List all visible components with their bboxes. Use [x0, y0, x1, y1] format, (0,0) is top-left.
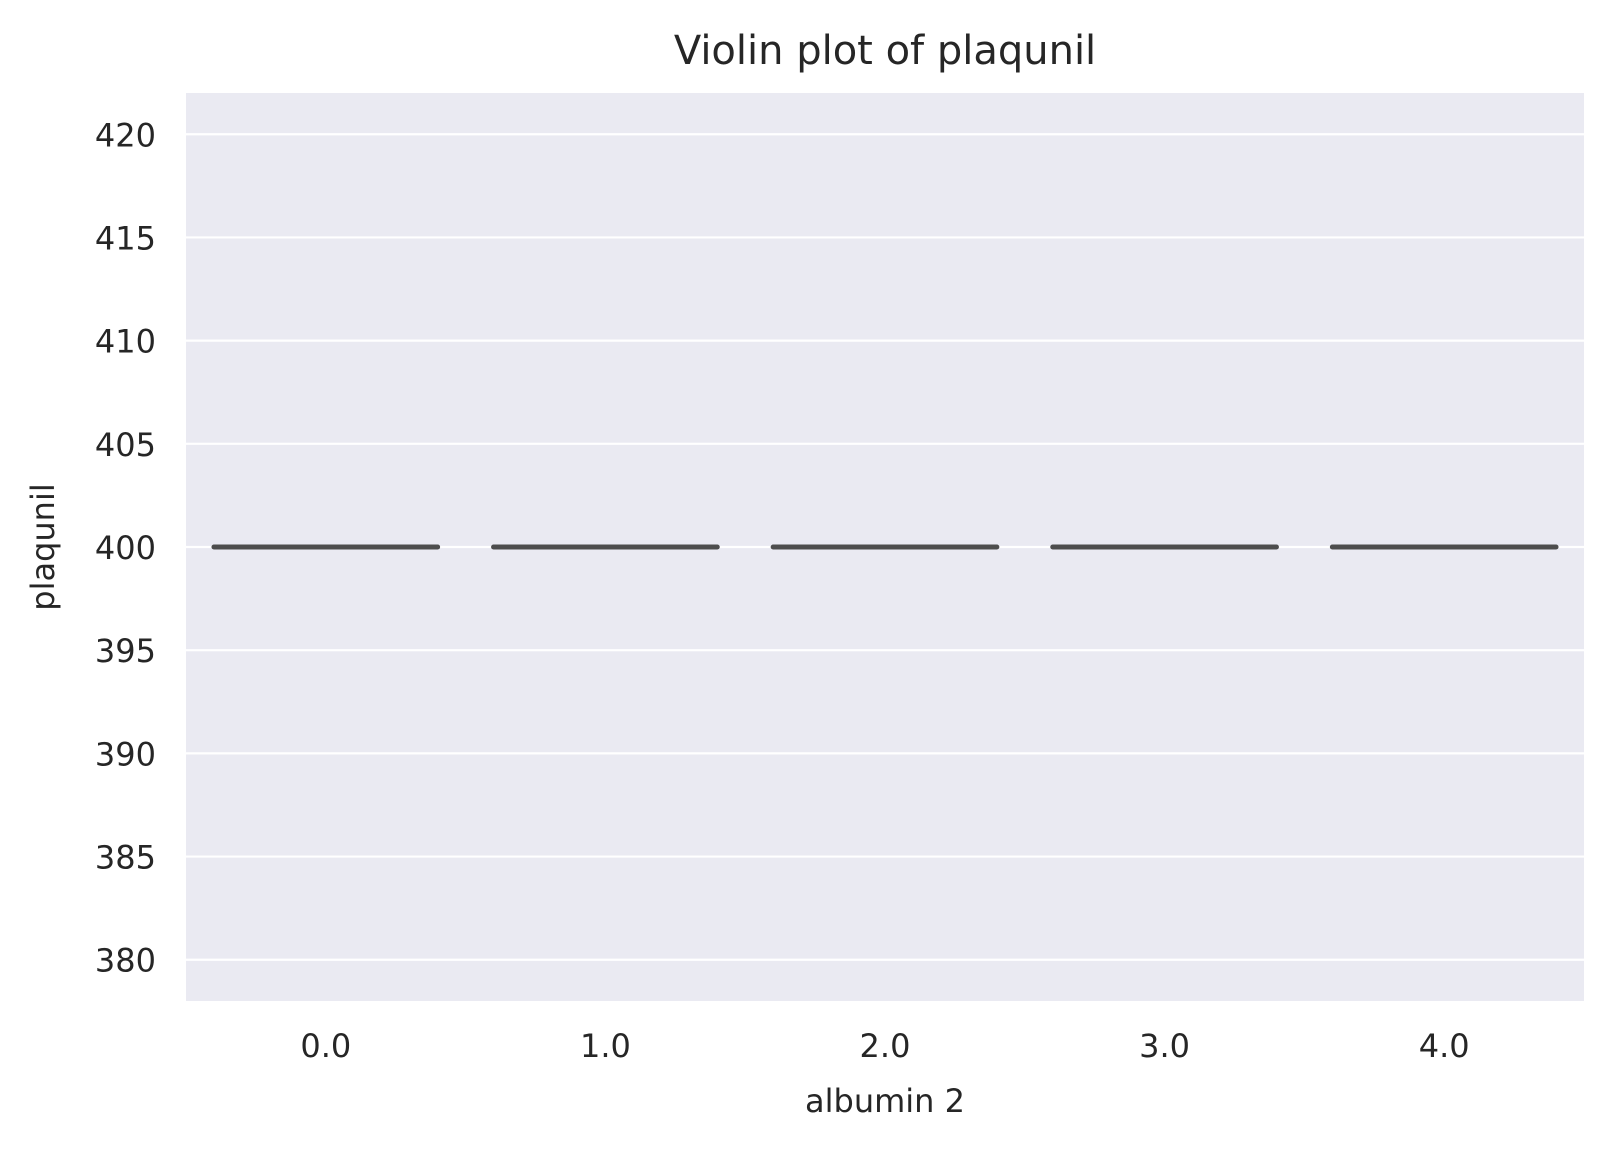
- y-tick-label: 380: [95, 942, 156, 980]
- y-tick-label: 410: [95, 323, 156, 361]
- x-tick-label: 3.0: [1139, 1027, 1190, 1065]
- y-tick-labels: 380 385 390 395 400 405 410 415 420: [95, 116, 156, 979]
- y-axis-label: plaqunil: [24, 483, 62, 610]
- x-tick-label: 0.0: [300, 1027, 351, 1065]
- x-tick-label: 4.0: [1419, 1027, 1470, 1065]
- chart-title: Violin plot of plaqunil: [674, 28, 1096, 74]
- x-tick-labels: 0.0 1.0 2.0 3.0 4.0: [300, 1027, 1469, 1065]
- y-tick-label: 400: [95, 529, 156, 567]
- y-tick-label: 390: [95, 735, 156, 773]
- y-tick-label: 420: [95, 116, 156, 154]
- grid-lines: [186, 133, 1584, 961]
- x-tick-label: 2.0: [860, 1027, 911, 1065]
- y-tick-label: 395: [95, 632, 156, 670]
- y-tick-label: 385: [95, 839, 156, 877]
- y-tick-label: 405: [95, 426, 156, 464]
- y-tick-label: 415: [95, 219, 156, 257]
- x-axis-label: albumin 2: [805, 1082, 965, 1120]
- x-tick-label: 1.0: [580, 1027, 631, 1065]
